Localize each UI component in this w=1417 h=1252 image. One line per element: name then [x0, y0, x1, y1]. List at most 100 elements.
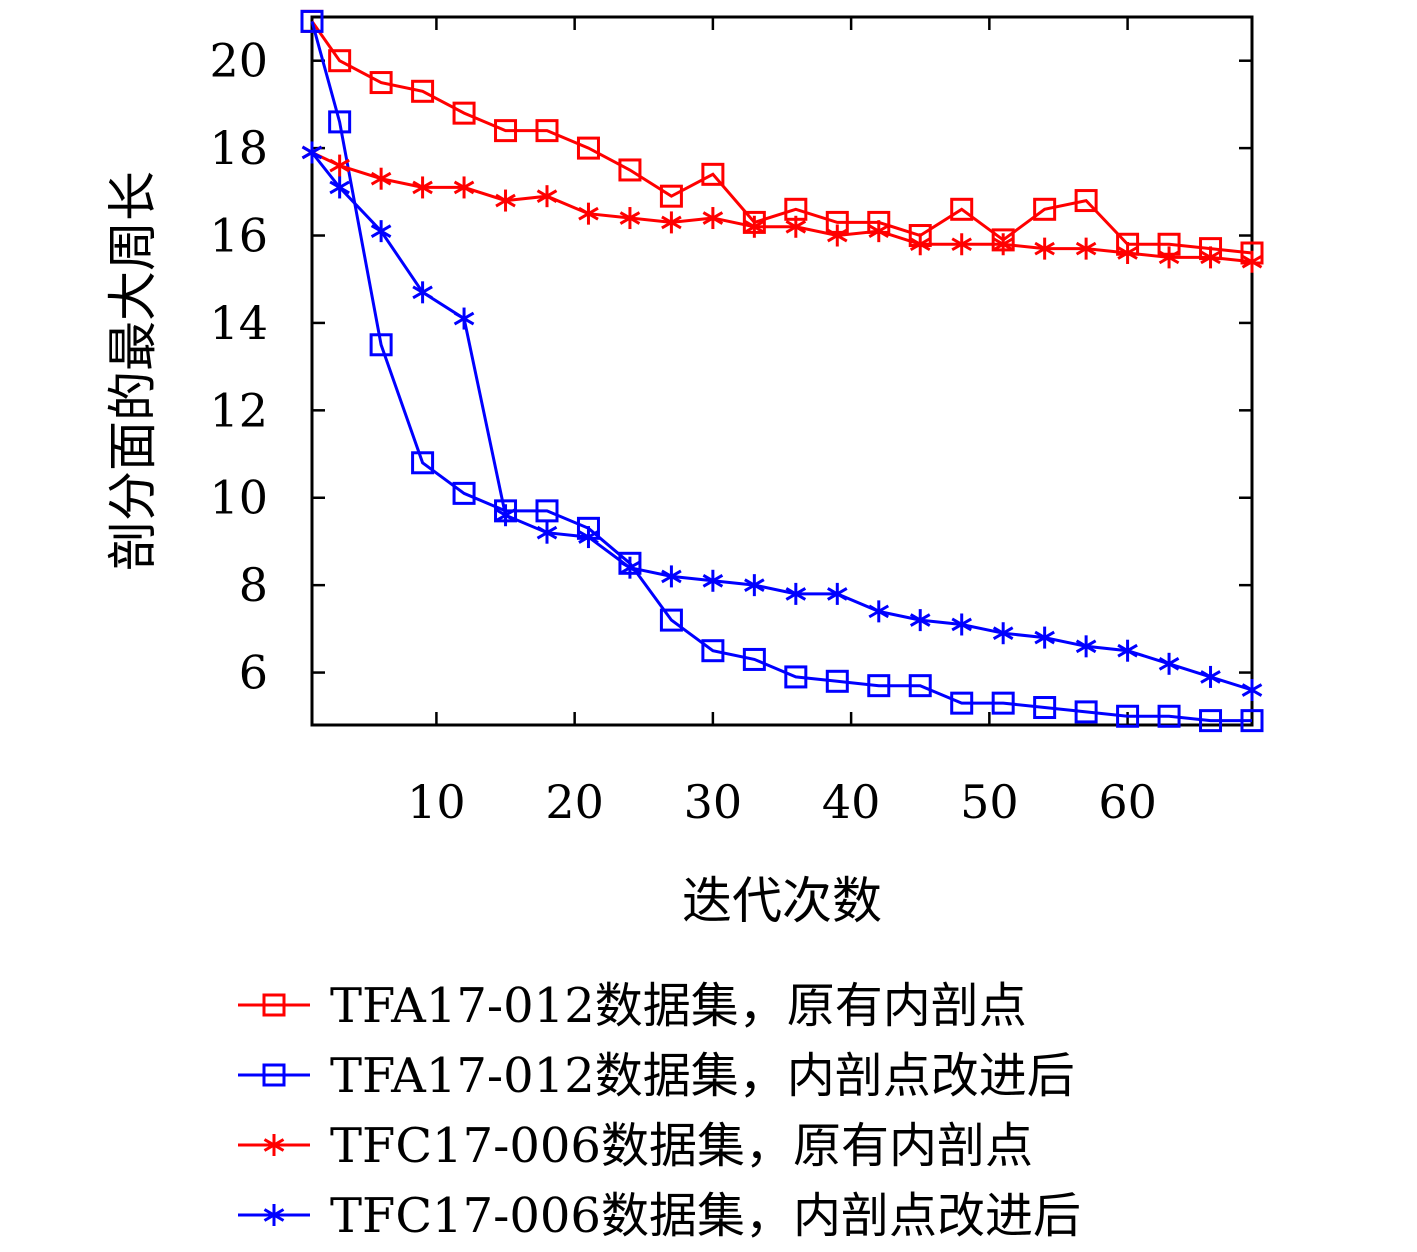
data-point — [535, 499, 559, 523]
data-point — [744, 574, 765, 597]
data-point — [659, 184, 683, 208]
data-point — [328, 49, 352, 73]
y-tick-label: 8 — [239, 558, 268, 612]
data-point — [825, 669, 849, 693]
series-line — [310, 151, 1253, 692]
data-point — [951, 613, 972, 636]
data-point — [991, 691, 1015, 715]
x-tick-label: 50 — [960, 775, 1019, 829]
data-point — [992, 622, 1014, 645]
series-2 — [300, 9, 1264, 733]
data-point — [1075, 237, 1097, 260]
series-1 — [300, 9, 1264, 265]
data-point — [1157, 704, 1181, 728]
data-point — [329, 176, 350, 199]
data-point — [1241, 679, 1263, 702]
data-point — [1117, 242, 1138, 264]
series-line — [310, 21, 1252, 723]
data-point — [1034, 626, 1055, 649]
data-point — [578, 202, 599, 225]
data-point — [702, 207, 724, 230]
y-tick-label: 10 — [209, 471, 268, 525]
data-point — [1075, 635, 1097, 658]
data-point — [951, 233, 972, 256]
data-point — [827, 582, 848, 605]
data-point — [452, 481, 476, 505]
data-point — [1158, 246, 1180, 269]
data-point — [661, 211, 682, 234]
data-point — [1117, 639, 1138, 662]
legend-item: TFC17-006数据集，原有内剖点 — [238, 1118, 1033, 1174]
data-point — [370, 220, 392, 243]
data-point — [369, 333, 393, 357]
data-point — [908, 674, 932, 698]
y-axis-title: 剖分面的最大周长 — [104, 171, 162, 571]
data-point — [992, 233, 1014, 256]
x-axis-title: 迭代次数 — [682, 872, 882, 930]
legend-item: TFA17-012数据集，原有内剖点 — [238, 978, 1027, 1034]
series-4 — [301, 141, 1263, 702]
data-point — [536, 185, 558, 208]
series-3 — [301, 141, 1263, 273]
data-point — [1240, 709, 1264, 733]
legend-label: TFA17-012数据集，原有内剖点 — [330, 978, 1027, 1034]
data-point — [701, 639, 725, 663]
data-point — [300, 9, 324, 33]
data-point — [301, 141, 323, 164]
legend-label: TFC17-006数据集，原有内剖点 — [330, 1118, 1033, 1174]
y-tick-label: 12 — [209, 383, 268, 437]
data-point — [369, 71, 393, 95]
data-point — [453, 307, 475, 330]
legend-label: TFC17-006数据集，内剖点改进后 — [330, 1188, 1081, 1244]
data-point — [950, 197, 974, 221]
x-tick-label: 10 — [407, 775, 466, 829]
data-point — [1033, 197, 1057, 221]
data-point — [263, 1134, 285, 1156]
data-point — [744, 215, 765, 238]
data-point — [1033, 696, 1057, 720]
data-point — [328, 110, 352, 134]
data-point — [619, 207, 641, 230]
y-tick-label: 14 — [209, 296, 268, 350]
data-point — [701, 162, 725, 186]
data-point — [262, 993, 286, 1017]
legend-label: TFA17-012数据集，内剖点改进后 — [330, 1048, 1075, 1104]
data-point — [661, 565, 682, 588]
data-point — [909, 609, 931, 632]
data-point — [262, 1063, 286, 1087]
data-point — [535, 119, 559, 143]
series-line — [311, 151, 1253, 264]
data-point — [702, 569, 724, 592]
data-point — [536, 521, 558, 544]
y-tick-label: 20 — [209, 34, 268, 88]
data-point — [1034, 237, 1055, 260]
data-point — [867, 674, 891, 698]
data-point — [578, 526, 599, 549]
y-tick-label: 6 — [239, 646, 268, 700]
data-point — [1200, 246, 1221, 269]
x-tick-label: 60 — [1098, 775, 1157, 829]
y-tick-label: 16 — [209, 209, 268, 263]
legend: TFA17-012数据集，原有内剖点 TFA17-012数据集，内剖点改进后 TFC… — [238, 978, 1081, 1244]
data-point — [412, 176, 433, 199]
data-point — [827, 224, 848, 247]
data-point — [411, 79, 435, 103]
y-tick-label: 18 — [209, 121, 268, 175]
data-point — [495, 189, 516, 212]
axis-ticks: 10 20 30 40 50 60 6 8 10 12 14 16 18 20 — [209, 17, 1252, 829]
data-point — [370, 167, 392, 190]
data-point — [742, 647, 766, 671]
data-point — [784, 665, 808, 689]
data-point — [950, 691, 974, 715]
plot-frame — [310, 15, 1254, 727]
data-point — [1241, 250, 1263, 273]
data-point — [1200, 665, 1221, 688]
x-tick-label: 30 — [684, 775, 743, 829]
legend-item: TFC17-006数据集，内剖点改进后 — [238, 1188, 1081, 1244]
data-point — [411, 451, 435, 475]
data-point — [659, 608, 683, 632]
legend-item: TFA17-012数据集，内剖点改进后 — [238, 1048, 1075, 1104]
data-point — [1158, 652, 1180, 675]
data-point — [1074, 700, 1098, 724]
data-point — [412, 281, 433, 304]
